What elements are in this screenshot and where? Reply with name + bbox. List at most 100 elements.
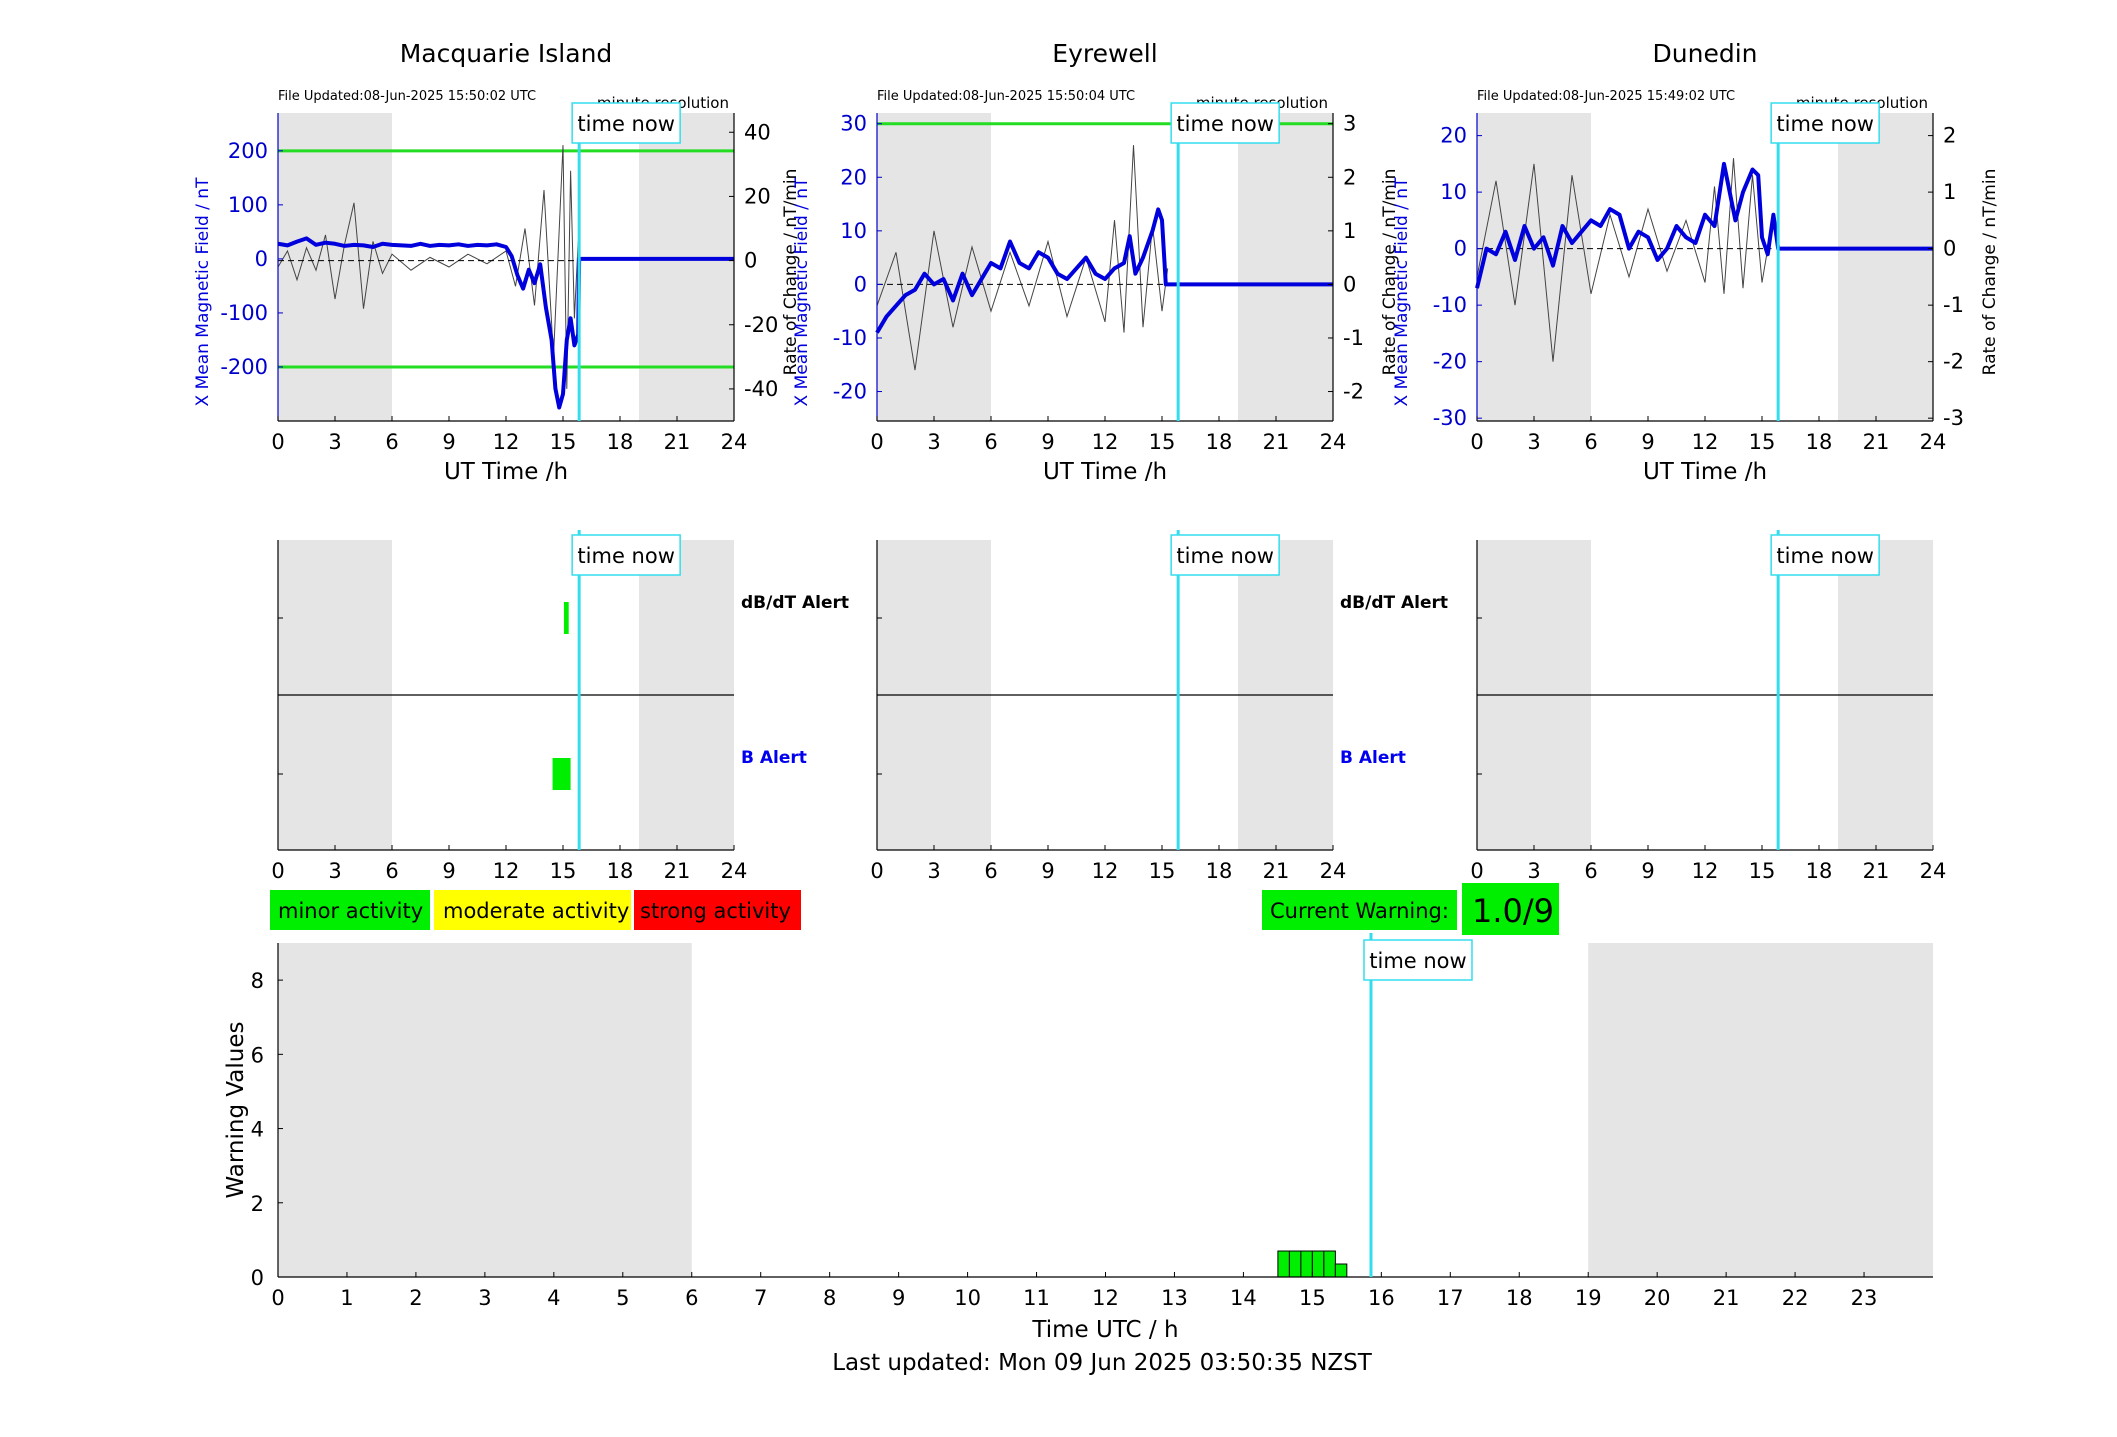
station-2-alert-xtick-label: 21 (1263, 859, 1290, 883)
station-1-xtick-label: 0 (271, 430, 284, 454)
station-1-b-alert-label: B Alert (741, 748, 807, 768)
station-2-alert-xtick-label: 15 (1149, 859, 1176, 883)
station-1-time-now-box (571, 102, 681, 144)
station-2-alert-xtick-label: 9 (1041, 859, 1054, 883)
station-3-xtick-label: 15 (1749, 430, 1776, 454)
warning-shade-1 (1588, 943, 1933, 1277)
station-1-alert-xtick-label: 24 (721, 859, 748, 883)
station-3-ytick-right-label: -3 (1943, 406, 1964, 430)
station-1-xtick-label: 18 (607, 430, 634, 454)
station-3-rate-line (1476, 158, 1772, 362)
station-2-alert-time-now-box (1170, 534, 1280, 576)
warning-xtick-label: 15 (1299, 1286, 1326, 1310)
warning-xtick-label: 10 (954, 1286, 981, 1310)
station-1-alert-xtick-label: 0 (271, 859, 284, 883)
warning-xtick-label: 23 (1851, 1286, 1878, 1310)
station-3-alert-xtick-label: 9 (1641, 859, 1654, 883)
warning-values-panel: 0 1 2 3 4 5 6 7 8 9 10 11 12 13 14 15 16 17 18 19 20 21 22 2302… (223, 933, 1933, 1343)
station-1-ytick-label: -100 (220, 301, 268, 325)
station-1-alert-xtick-label: 21 (664, 859, 691, 883)
station-2-ytick-label: -20 (833, 380, 867, 404)
station-1-ytick-right-label: 20 (744, 184, 771, 208)
station-2-night-shade-0 (877, 113, 991, 421)
station-3-xtick-label: 24 (1920, 430, 1947, 454)
warning-bar-2 (1300, 1250, 1313, 1278)
station-1-ytick-label: 0 (255, 247, 268, 271)
warning-xtick-label: 4 (547, 1286, 560, 1310)
warning-xtick-label: 11 (1023, 1286, 1050, 1310)
warning-xtick-label: 5 (616, 1286, 629, 1310)
station-1-alert-panel: 0 3 6 9 12 15 18 21 24 dB/dT Alert B Alert time now (271, 530, 849, 883)
station-1-xtick-label: 6 (385, 430, 398, 454)
station-1-alert-xtick-label: 6 (385, 859, 398, 883)
warning-xtick-label: 20 (1644, 1286, 1671, 1310)
station-3-ytick-label: 10 (1440, 180, 1467, 204)
current-warning-value: 1.0/9 (1472, 892, 1554, 930)
warning-xtick-label: 6 (685, 1286, 698, 1310)
station-2-time-now-label: time now (1176, 112, 1273, 136)
station-3-xtick-label: 0 (1470, 430, 1483, 454)
warning-ytick-label: 0 (251, 1266, 264, 1290)
station-2-ytick-right-label: -2 (1343, 380, 1364, 404)
station-2-ytick-label: 0 (854, 272, 867, 296)
station-2-xtick-label: 3 (927, 430, 940, 454)
legend-minor-label: minor activity (278, 899, 423, 923)
station-2-ytick-label: -10 (833, 326, 867, 350)
station-2-time-now-box (1170, 102, 1280, 144)
station-3-title: Dunedin (1653, 39, 1758, 68)
warning-xtick-label: 2 (409, 1286, 422, 1310)
station-2-alert-xtick-label: 24 (1320, 859, 1347, 883)
station-3-alert-panel: 0 3 6 9 12 15 18 21 24 time now (1470, 530, 1946, 883)
warning-xtick-label: 17 (1437, 1286, 1464, 1310)
warning-xtick-label: 14 (1230, 1286, 1257, 1310)
station-1-file-updated: File Updated:08-Jun-2025 15:50:02 UTC (278, 89, 536, 104)
station-3-xtick-label: 18 (1806, 430, 1833, 454)
station-1-night-shade-0 (278, 113, 392, 421)
station-1-title: Macquarie Island (400, 39, 613, 68)
station-2-top-panel: Eyrewell File Updated:08-Jun-2025 15:50:0… (792, 39, 1400, 485)
warning-xtick-label: 18 (1506, 1286, 1533, 1310)
station-3-alert-xtick-label: 21 (1863, 859, 1890, 883)
station-2-ytick-right-label: 2 (1343, 165, 1356, 189)
warning-ytick-label: 4 (251, 1118, 264, 1142)
station-2-ylabel-right: Rate of Change / nT/min (1380, 169, 1400, 376)
station-3-ytick-label: 20 (1440, 124, 1467, 148)
station-2-ylabel: X Mean Magnetic Field / nT (792, 177, 812, 407)
station-3-xlabel: UT Time /h (1643, 459, 1767, 485)
warning-xtick-label: 22 (1782, 1286, 1809, 1310)
station-1-alert-time-now-label: time now (577, 544, 674, 568)
warning-xtick-label: 3 (478, 1286, 491, 1310)
footer-last-updated: Last updated: Mon 09 Jun 2025 03:50:35 N… (832, 1350, 1373, 1376)
station-2-xtick-label: 21 (1263, 430, 1290, 454)
station-3-ytick-right-label: 2 (1943, 124, 1956, 148)
station-1-mean-field-line (277, 236, 734, 410)
station-2-xlabel: UT Time /h (1043, 459, 1167, 485)
station-1-xtick-label: 21 (664, 430, 691, 454)
warning-xtick-label: 7 (754, 1286, 767, 1310)
station-3-time-now-box (1770, 102, 1880, 144)
station-1-top-panel: Macquarie Island File Updated:08-Jun-2025… (193, 39, 801, 485)
warning-xtick-label: 16 (1368, 1286, 1395, 1310)
station-2-file-updated: File Updated:08-Jun-2025 15:50:04 UTC (877, 89, 1135, 104)
legend-strong-label: strong activity (640, 899, 791, 923)
station-3-xtick-label: 21 (1863, 430, 1890, 454)
station-1-xtick-label: 24 (721, 430, 748, 454)
station-2-b-alert-label: B Alert (1340, 748, 1406, 768)
station-1-alert-xtick-label: 12 (493, 859, 520, 883)
station-1-alert-xtick-label: 3 (328, 859, 341, 883)
station-2-ytick-right-label: 0 (1343, 272, 1356, 296)
station-2-xtick-label: 18 (1206, 430, 1233, 454)
legend-minor-swatch (270, 890, 430, 930)
warning-xtick-label: 12 (1092, 1286, 1119, 1310)
station-3-ytick-label: 0 (1454, 237, 1467, 261)
station-1-xlabel: UT Time /h (444, 459, 568, 485)
warning-bar-3 (1311, 1250, 1325, 1278)
station-3-ytick-right-label: -2 (1943, 350, 1964, 374)
warning-ytick-label: 6 (251, 1043, 264, 1067)
station-3-ytick-right-label: -1 (1943, 293, 1964, 317)
station-3-alert-xtick-label: 0 (1470, 859, 1483, 883)
station-2-ytick-label: 20 (840, 165, 867, 189)
station-3-time-now-label: time now (1776, 112, 1873, 136)
station-2-night-shade-1 (1238, 113, 1333, 421)
station-3-alert-xtick-label: 6 (1584, 859, 1597, 883)
